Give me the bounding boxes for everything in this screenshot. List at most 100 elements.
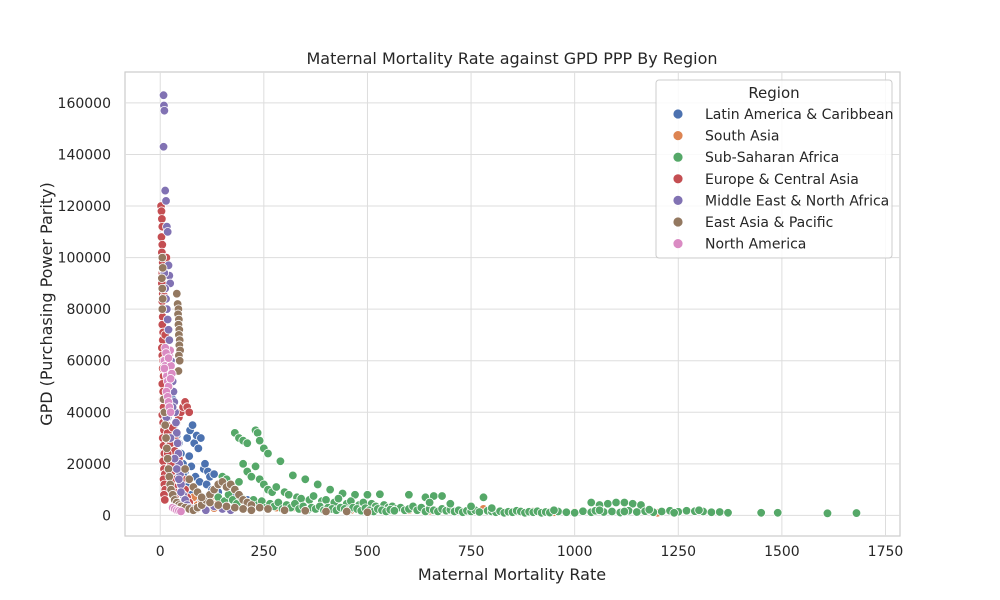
scatter-point bbox=[158, 294, 168, 304]
scatter-point bbox=[213, 500, 223, 510]
scatter-point bbox=[424, 497, 435, 508]
scatter-point bbox=[632, 507, 642, 517]
scatter-point bbox=[157, 283, 167, 294]
legend-label: North America bbox=[705, 237, 806, 253]
scatter-point bbox=[342, 506, 352, 517]
y-tick-label: 120000 bbox=[58, 199, 111, 215]
scatter-point bbox=[172, 438, 183, 448]
chart-title: Maternal Mortality Rate against GPD PPP … bbox=[306, 49, 717, 68]
scatter-point bbox=[172, 464, 182, 474]
scatter-point bbox=[161, 433, 171, 443]
scatter-point bbox=[250, 461, 261, 472]
scatter-point bbox=[607, 506, 617, 517]
x-tick-label: 500 bbox=[354, 544, 381, 560]
y-tick-label: 80000 bbox=[66, 302, 111, 318]
scatter-point bbox=[487, 503, 497, 513]
scatter-point bbox=[157, 273, 167, 283]
scatter-point bbox=[321, 506, 331, 517]
series-sub-saharan-africa bbox=[209, 425, 862, 519]
scatter-point bbox=[157, 304, 167, 314]
scatter-point bbox=[263, 504, 273, 514]
scatter-point bbox=[478, 492, 489, 503]
scatter-point bbox=[254, 435, 265, 446]
scatter-point bbox=[172, 428, 182, 438]
scatter-point bbox=[594, 505, 605, 515]
scatter-point bbox=[773, 508, 783, 518]
x-axis-label: Maternal Mortality Rate bbox=[418, 565, 606, 584]
scatter-point bbox=[205, 497, 215, 508]
scatter-point bbox=[715, 507, 725, 517]
scatter-point bbox=[325, 484, 335, 495]
scatter-points bbox=[156, 90, 862, 519]
scatter-point bbox=[176, 487, 186, 497]
scatter-point bbox=[603, 499, 613, 509]
scatter-point bbox=[187, 420, 198, 430]
y-tick-label: 60000 bbox=[66, 354, 111, 370]
scatter-point bbox=[156, 206, 167, 216]
scatter-point bbox=[158, 90, 169, 100]
scatter-point bbox=[180, 464, 190, 474]
scatter-point bbox=[161, 196, 171, 206]
x-tick-label: 1000 bbox=[557, 544, 593, 560]
scatter-point bbox=[619, 497, 630, 508]
scatter-point bbox=[313, 479, 323, 490]
scatter-point bbox=[389, 506, 400, 516]
scatter-point bbox=[184, 451, 194, 461]
scatter-point bbox=[308, 491, 319, 501]
series-north-america bbox=[159, 343, 186, 517]
scatter-point bbox=[404, 490, 414, 500]
scatter-point bbox=[263, 448, 273, 459]
scatter-point bbox=[163, 353, 174, 363]
scatter-point bbox=[157, 252, 167, 263]
scatter-point bbox=[246, 472, 257, 482]
scatter-point bbox=[160, 495, 170, 505]
scatter-point bbox=[158, 142, 169, 152]
scatter-point bbox=[162, 443, 172, 454]
scatter-point bbox=[172, 288, 182, 299]
scatter-point bbox=[284, 490, 294, 500]
scatter-point bbox=[230, 502, 240, 513]
scatter-point bbox=[238, 504, 248, 514]
x-tick-label: 0 bbox=[156, 544, 165, 560]
scatter-point bbox=[375, 489, 385, 499]
scatter-point bbox=[644, 505, 654, 515]
scatter-point bbox=[300, 506, 310, 516]
x-tick-label: 750 bbox=[458, 544, 485, 560]
scatter-point bbox=[569, 508, 580, 518]
scatter-point bbox=[561, 507, 572, 517]
scatter-point bbox=[160, 420, 170, 430]
y-axis-label: GPD (Purchasing Power Parity) bbox=[37, 182, 56, 426]
y-tick-labels: 0 20000 40000 60000 80000 100000 120000 140000 1… bbox=[58, 96, 111, 524]
scatter-point bbox=[196, 492, 207, 503]
scatter-point bbox=[723, 508, 733, 518]
scatter-point bbox=[159, 105, 170, 116]
scatter-point bbox=[162, 227, 173, 237]
scatter-point bbox=[175, 356, 185, 366]
scatter-point bbox=[234, 477, 244, 487]
scatter-point bbox=[196, 433, 206, 443]
legend-label: Middle East & North Africa bbox=[705, 193, 889, 209]
scatter-point bbox=[619, 506, 630, 517]
y-tick-label: 0 bbox=[102, 508, 111, 524]
scatter-point bbox=[474, 507, 485, 517]
scatter-point bbox=[362, 507, 373, 517]
scatter-point bbox=[279, 505, 290, 515]
x-tick-label: 1250 bbox=[660, 544, 696, 560]
scatter-point bbox=[164, 335, 175, 345]
scatter-point bbox=[288, 470, 298, 481]
scatter-point bbox=[681, 506, 692, 516]
legend-title: Region bbox=[748, 84, 799, 102]
scatter-point bbox=[586, 497, 596, 508]
scatter-point bbox=[300, 474, 310, 484]
scatter-point bbox=[242, 438, 252, 448]
scatter-point bbox=[549, 505, 559, 515]
legend-label: Latin America & Caribbean bbox=[705, 107, 894, 123]
legend-marker bbox=[672, 216, 684, 228]
scatter-point bbox=[238, 459, 248, 469]
scatter-point bbox=[209, 469, 219, 479]
legend-marker bbox=[672, 238, 684, 250]
scatter-point bbox=[158, 263, 168, 273]
x-tick-label: 1750 bbox=[868, 544, 904, 560]
